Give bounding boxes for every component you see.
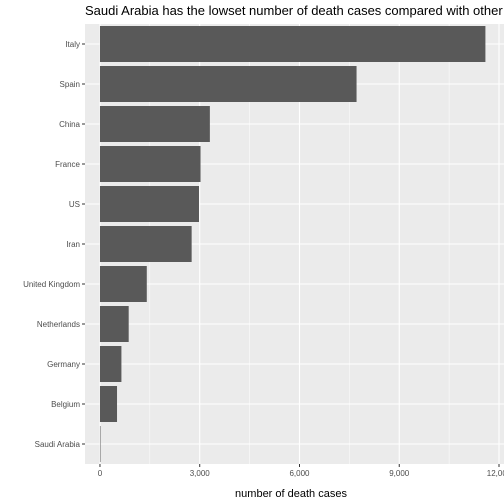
x-axis: 0 3,000 6,000 9,000 12,000 [98, 464, 504, 478]
bar-iran [99, 226, 192, 262]
bar-saudi-arabia [99, 426, 101, 462]
bar-germany [99, 346, 122, 382]
y-tick-label: US [69, 200, 80, 209]
x-tick-label: 3,000 [190, 469, 211, 478]
bar-china [99, 106, 210, 142]
bar-italy [99, 26, 486, 62]
bar-spain [99, 66, 357, 102]
y-axis: Italy Spain China France US Iran United Kingdo… [23, 40, 85, 449]
chart-title: Saudi Arabia has the lowset number of de… [85, 3, 504, 18]
y-tick-label: Iran [66, 240, 80, 249]
y-tick-label: Belgium [51, 400, 80, 409]
bar-belgium [99, 386, 118, 422]
x-tick-label: 6,000 [289, 469, 310, 478]
y-tick-label: Saudi Arabia [35, 440, 81, 449]
y-tick-label: Spain [60, 80, 80, 89]
y-tick-label: China [59, 120, 80, 129]
bar-united-kingdom [99, 266, 147, 302]
bars [99, 26, 486, 462]
y-tick-label: Italy [65, 40, 80, 49]
x-tick-label: 0 [98, 469, 103, 478]
x-axis-title: number of death cases [235, 488, 347, 500]
y-tick-label: Germany [47, 360, 80, 369]
y-tick-label: United Kingdom [23, 280, 80, 289]
x-tick-label: 9,000 [389, 469, 410, 478]
y-tick-label: France [55, 160, 80, 169]
y-tick-label: Netherlands [37, 320, 80, 329]
bar-us [99, 186, 199, 222]
x-tick-label: 12,000 [487, 469, 504, 478]
bar-netherlands [99, 306, 129, 342]
bar-france [99, 146, 201, 182]
